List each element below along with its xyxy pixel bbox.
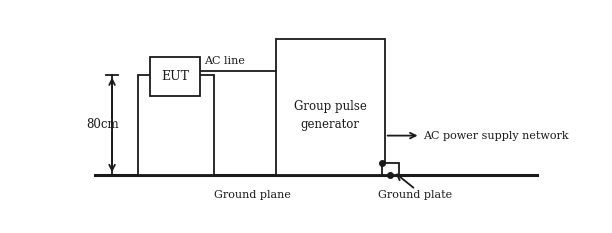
Text: Ground plate: Ground plate	[378, 190, 452, 200]
Text: EUT: EUT	[161, 70, 189, 83]
Text: 80cm: 80cm	[86, 118, 119, 131]
Bar	[138, 75, 214, 175]
Bar	[276, 39, 385, 175]
Bar	[382, 163, 399, 175]
Text: Ground plane: Ground plane	[214, 190, 291, 200]
Text: AC power supply network: AC power supply network	[423, 131, 569, 140]
Text: AC line: AC line	[204, 56, 245, 66]
Text: generator: generator	[300, 118, 360, 131]
Bar	[150, 57, 200, 96]
Text: Group pulse: Group pulse	[294, 100, 367, 113]
